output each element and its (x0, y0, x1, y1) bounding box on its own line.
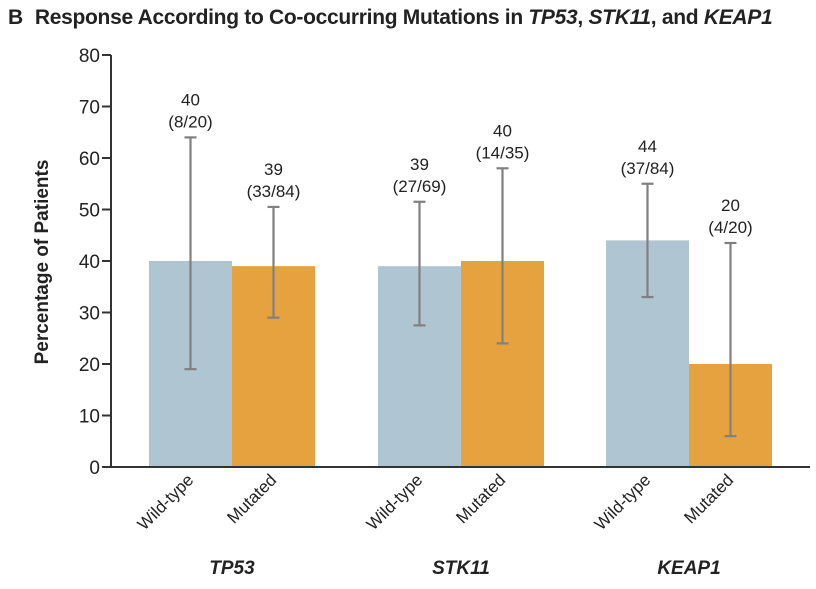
category-label: Mutated (223, 470, 280, 527)
category-label: Mutated (452, 470, 509, 527)
title-part: , and (650, 6, 704, 29)
data-label-value: 40 (493, 121, 512, 140)
title-text: Response According to Co-occurring Mutat… (34, 6, 773, 29)
data-label-fraction: (37/84) (621, 159, 675, 178)
axes-layer: 0 10 20 30 40 50 60 70 80 (79, 46, 810, 479)
data-label-fraction: (14/35) (476, 143, 530, 162)
category-label: Wild-type (591, 470, 655, 534)
group-label-keap1: KEAP1 (657, 558, 720, 579)
chart-title: B Response According to Co-occurring Muta… (8, 6, 773, 30)
y-tick-label: 70 (79, 98, 100, 119)
data-label-value: 20 (721, 196, 740, 215)
title-part: Response According to Co-occurring Mutat… (34, 6, 529, 29)
title-part: STK11 (588, 6, 651, 29)
data-label-value: 40 (181, 90, 200, 109)
data-label-fraction: (4/20) (708, 218, 752, 237)
y-tick-label: 40 (79, 252, 100, 273)
group-label-stk11: STK11 (432, 558, 490, 579)
y-tick-label: 20 (79, 355, 100, 376)
category-label: Wild-type (134, 470, 198, 534)
y-tick-label: 50 (79, 201, 100, 222)
category-label: Mutated (680, 470, 737, 527)
bars-layer (149, 136, 772, 467)
panel-letter: B (8, 6, 23, 29)
y-axis-label: Percentage of Patients (32, 160, 53, 365)
group-label-tp53: TP53 (209, 558, 255, 579)
data-label-value: 39 (264, 160, 283, 179)
category-label: Wild-type (363, 470, 427, 534)
y-tick-label: 30 (79, 304, 100, 325)
y-tick-label: 60 (79, 149, 100, 170)
data-label-fraction: (33/84) (247, 182, 301, 201)
data-label-value: 44 (638, 137, 657, 156)
data-label-value: 39 (410, 155, 429, 174)
title-part: TP53 (528, 6, 578, 29)
y-tick-label: 0 (89, 458, 100, 479)
y-tick-label: 10 (79, 407, 100, 428)
title-part: , (577, 6, 589, 29)
title-part: KEAP1 (703, 6, 773, 29)
data-label-fraction: (8/20) (168, 112, 212, 131)
y-tick-label: 80 (79, 46, 100, 67)
data-label-fraction: (27/69) (393, 177, 447, 196)
